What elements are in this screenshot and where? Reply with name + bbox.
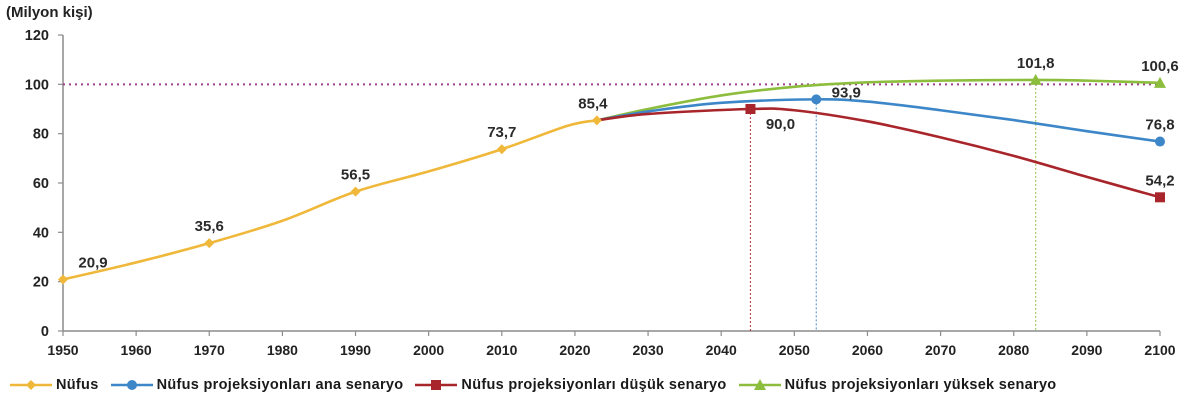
legend-label: Nüfus projeksiyonları ana senaryo bbox=[156, 377, 404, 393]
x-tick-label: 2030 bbox=[632, 342, 663, 358]
x-tick-label: 2010 bbox=[486, 342, 517, 358]
series-lines bbox=[58, 73, 1166, 285]
triangle-marker-icon bbox=[1029, 73, 1042, 85]
circle-marker-icon bbox=[126, 380, 137, 390]
x-tick-label: 2080 bbox=[998, 342, 1029, 358]
legend-item: Nüfus projeksiyonları yüksek senaryo bbox=[738, 377, 1057, 393]
data-labels: 20,9 35,6 56,5 73,7 85,4 93,9 76,8 90,0 54,2 101,… bbox=[78, 55, 1178, 272]
circle-marker-icon bbox=[811, 94, 822, 105]
circle-marker-icon bbox=[1155, 136, 1165, 147]
y-tick-label: 100 bbox=[25, 77, 49, 93]
diamond-legend-icon bbox=[10, 380, 52, 390]
data-label: 93,9 bbox=[832, 84, 861, 101]
x-tick-label: 1960 bbox=[121, 342, 152, 358]
x-tick-label: 2070 bbox=[925, 342, 956, 358]
series-3 bbox=[595, 73, 1166, 122]
legend-label: Nüfus projeksiyonları yüksek senaryo bbox=[784, 377, 1057, 393]
y-tick-label: 0 bbox=[41, 324, 49, 340]
square-marker-icon bbox=[431, 380, 442, 390]
x-tick-label: 1950 bbox=[47, 342, 78, 358]
x-tick-label: 1980 bbox=[267, 342, 298, 358]
series-line bbox=[595, 78, 1162, 122]
data-label: 100,6 bbox=[1141, 58, 1179, 75]
data-label: 20,9 bbox=[78, 254, 107, 271]
legend-item: Nüfus projeksiyonları ana senaryo bbox=[110, 377, 404, 393]
series-line bbox=[595, 98, 1162, 143]
data-label: 85,4 bbox=[578, 95, 608, 112]
drop-lines bbox=[749, 79, 1037, 331]
data-label: 90,0 bbox=[766, 116, 795, 133]
series-2 bbox=[595, 104, 1165, 203]
y-tick-label: 60 bbox=[33, 176, 49, 192]
y-tick-label: 20 bbox=[33, 275, 49, 291]
diamond-marker-icon bbox=[204, 238, 215, 249]
legend-label: Nüfus projeksiyonları düşük senaryo bbox=[461, 377, 727, 393]
y-tick-label: 80 bbox=[33, 127, 49, 143]
circle-legend-icon bbox=[110, 380, 153, 390]
x-tick-label: 1990 bbox=[340, 342, 371, 358]
data-label: 73,7 bbox=[487, 124, 516, 141]
diamond-marker-icon bbox=[591, 115, 602, 126]
x-tick-label: 1970 bbox=[194, 342, 225, 358]
legend-item: Nüfus bbox=[10, 377, 99, 393]
square-legend-icon bbox=[415, 380, 458, 390]
diamond-marker-icon bbox=[350, 186, 361, 197]
x-tick-label: 2040 bbox=[706, 342, 737, 358]
x-tick-label: 2000 bbox=[413, 342, 444, 358]
data-label: 76,8 bbox=[1145, 117, 1174, 134]
legend-label: Nüfus bbox=[56, 377, 99, 393]
x-tick-label: 2020 bbox=[559, 342, 590, 358]
series-0 bbox=[58, 115, 602, 285]
square-marker-icon bbox=[1155, 192, 1165, 203]
triangle-marker-icon bbox=[1154, 76, 1166, 88]
y-tick-label: 120 bbox=[25, 28, 49, 44]
data-label: 56,5 bbox=[341, 167, 370, 184]
x-tick-label: 2060 bbox=[852, 342, 883, 358]
x-tick-label: 2050 bbox=[779, 342, 810, 358]
data-label: 54,2 bbox=[1145, 172, 1174, 189]
chart-legend: Nüfus Nüfus projeksiyonları ana senaryo Nü… bbox=[10, 377, 1068, 393]
diamond-marker-icon bbox=[496, 144, 507, 155]
diamond-marker-icon bbox=[26, 380, 36, 390]
data-label: 101,8 bbox=[1017, 55, 1055, 72]
series-line bbox=[61, 119, 599, 281]
series-line bbox=[595, 107, 1162, 199]
legend-item: Nüfus projeksiyonları düşük senaryo bbox=[415, 377, 726, 393]
square-marker-icon bbox=[745, 104, 756, 114]
x-tick-label: 2100 bbox=[1144, 342, 1175, 358]
y-tick-label: 40 bbox=[33, 225, 49, 241]
diamond-marker-icon bbox=[58, 274, 68, 285]
y-axis-unit-label: (Milyon kişi) bbox=[6, 4, 93, 21]
triangle-marker-icon bbox=[753, 379, 766, 390]
data-label: 35,6 bbox=[195, 218, 224, 235]
x-tick-label: 2090 bbox=[1071, 342, 1102, 358]
series-1 bbox=[595, 94, 1165, 147]
triangle-legend-icon bbox=[738, 379, 781, 390]
